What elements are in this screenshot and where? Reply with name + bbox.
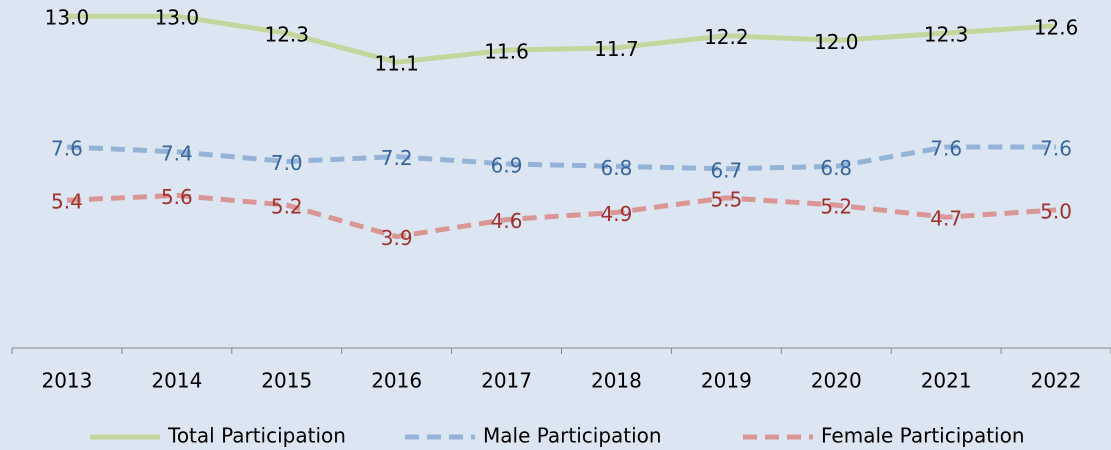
legend-label: Total Participation (167, 424, 346, 448)
data-label: 5.6 (161, 185, 193, 209)
data-label: 4.6 (491, 209, 523, 233)
x-tick-label: 2018 (591, 369, 642, 393)
x-tick-label: 2020 (811, 369, 862, 393)
x-tick-label: 2016 (371, 369, 422, 393)
data-label: 7.2 (381, 146, 413, 170)
series-line (66, 13, 1057, 65)
data-label: 5.2 (820, 195, 852, 219)
legend-label: Male Participation (483, 424, 662, 448)
x-tick-label: 2015 (261, 369, 312, 393)
x-tick-label: 2013 (41, 369, 92, 393)
x-tick-label: 2014 (151, 369, 202, 393)
data-label: 3.9 (381, 226, 413, 250)
data-label: 6.9 (491, 153, 523, 177)
data-label: 12.2 (704, 25, 749, 49)
series-line (66, 144, 1057, 172)
x-tick-label: 2021 (921, 369, 972, 393)
data-label: 6.8 (601, 156, 633, 180)
data-label: 5.5 (710, 187, 742, 211)
data-label: 12.0 (814, 30, 859, 54)
legend-label: Female Participation (821, 424, 1025, 448)
data-label: 5.0 (1040, 199, 1072, 223)
data-label: 4.9 (601, 202, 633, 226)
data-label: 12.3 (264, 23, 309, 47)
data-label: 7.6 (51, 136, 83, 160)
data-label: 13.0 (45, 6, 90, 30)
data-label: 4.7 (930, 207, 962, 231)
x-tick-label: 2017 (481, 369, 532, 393)
data-label: 7.6 (1040, 136, 1072, 160)
data-label: 6.7 (710, 158, 742, 182)
data-label: 7.0 (271, 151, 303, 175)
data-label: 5.4 (51, 190, 83, 214)
data-label: 11.1 (374, 52, 419, 76)
data-label: 11.7 (594, 37, 639, 61)
data-label: 12.3 (924, 23, 969, 47)
x-tick-label: 2022 (1031, 369, 1082, 393)
data-label: 7.4 (161, 141, 193, 165)
data-label: 6.8 (820, 156, 852, 180)
x-tick-label: 2019 (701, 369, 752, 393)
data-label: 11.6 (484, 40, 529, 64)
data-label: 5.2 (271, 195, 303, 219)
data-label: 12.6 (1034, 15, 1079, 39)
data-label: 13.0 (155, 6, 200, 30)
data-label: 7.6 (930, 136, 962, 160)
series-line (66, 192, 1057, 240)
